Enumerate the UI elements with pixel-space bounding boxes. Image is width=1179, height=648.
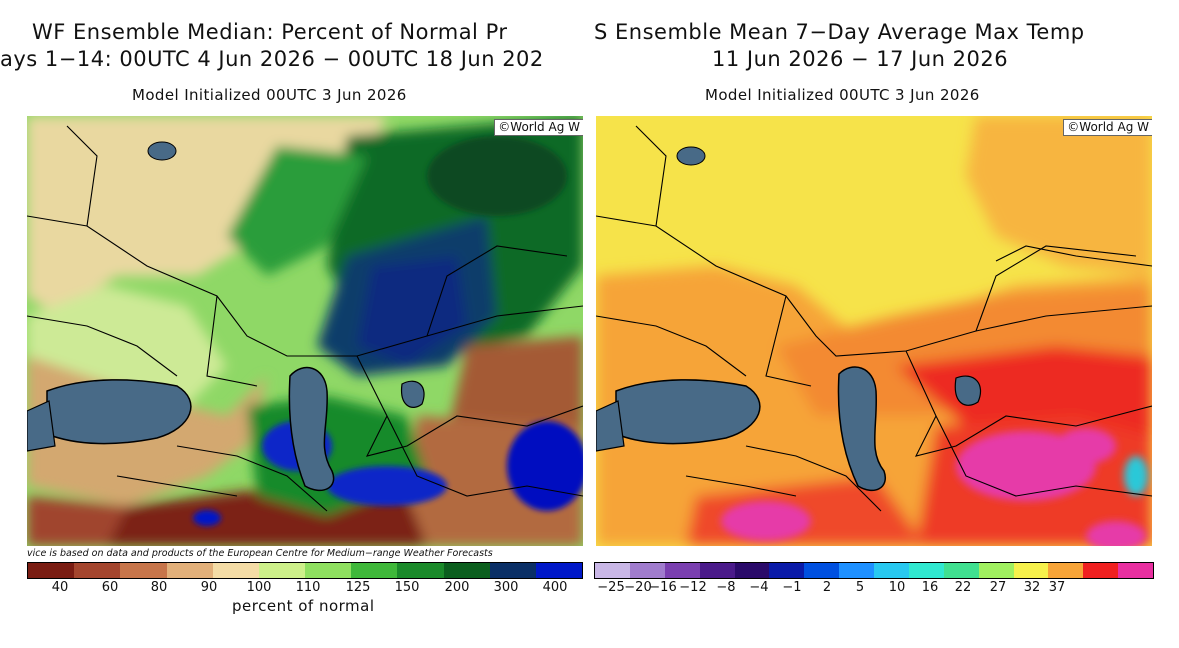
precip-color-swatch xyxy=(28,563,75,578)
precip-color-swatch xyxy=(443,563,490,578)
precip-tick-label: 100 xyxy=(246,580,272,595)
precip-color-swatch xyxy=(120,563,167,578)
temp-tick-label: 22 xyxy=(954,580,972,595)
precip-tick-label: 400 xyxy=(542,580,568,595)
precip-init-subtitle: Model Initialized 00UTC 3 Jun 2026 xyxy=(132,86,407,104)
temp-tick-label: −25 xyxy=(597,580,625,595)
temp-title-line2: 11 Jun 2026 − 17 Jun 2026 xyxy=(712,47,1009,71)
temp-tick-label: 16 xyxy=(921,580,939,595)
temp-tick-label: −4 xyxy=(749,580,769,595)
temp-init-subtitle: Model Initialized 00UTC 3 Jun 2026 xyxy=(705,86,980,104)
temp-color-swatch xyxy=(908,563,944,578)
temp-tick-label: 32 xyxy=(1023,580,1041,595)
temp-color-swatch xyxy=(1013,563,1049,578)
temp-tick-label: −16 xyxy=(649,580,677,595)
temp-tick-label: 27 xyxy=(989,580,1007,595)
temp-color-swatch xyxy=(1083,563,1119,578)
temp-color-swatch xyxy=(804,563,840,578)
temp-color-swatch xyxy=(874,563,909,578)
temp-tick-label: 37 xyxy=(1048,580,1066,595)
precip-colorbar xyxy=(27,562,583,579)
precip-color-swatch xyxy=(212,563,259,578)
temp-tick-label: 10 xyxy=(888,580,906,595)
temperature-panel: S Ensemble Mean 7−Day Average Max Temp 1… xyxy=(594,0,1179,648)
temp-color-swatch xyxy=(839,563,874,578)
temp-color-swatch xyxy=(699,563,735,578)
temp-tick-label: −8 xyxy=(716,580,736,595)
precip-color-swatch xyxy=(305,563,352,578)
temp-tick-label: −20 xyxy=(624,580,652,595)
temp-tick-label: 5 xyxy=(855,580,865,595)
temp-color-swatch xyxy=(1048,563,1084,578)
precip-tick-label: 60 xyxy=(101,580,119,595)
precip-title-line2: ays 1−14: 00UTC 4 Jun 2026 − 00UTC 18 Ju… xyxy=(0,47,544,71)
temperature-map-graphic xyxy=(596,116,1152,546)
temp-color-swatch xyxy=(978,563,1014,578)
precip-map-graphic xyxy=(27,116,583,546)
precip-colorbar-ticks: 40 60 80 90 100 110 125 150 200 300 400 xyxy=(27,580,583,596)
temp-map-credit: ©World Ag W xyxy=(1063,119,1152,136)
temp-color-swatch xyxy=(734,563,770,578)
precip-tick-label: 90 xyxy=(200,580,218,595)
precip-color-swatch xyxy=(397,563,444,578)
temp-colorbar xyxy=(594,562,1154,579)
temp-color-swatch xyxy=(595,563,630,578)
precip-tick-label: 150 xyxy=(394,580,420,595)
temperature-map: ©World Ag W xyxy=(596,116,1152,546)
precip-title-line1: WF Ensemble Median: Percent of Normal Pr xyxy=(32,20,508,44)
precip-tick-label: 200 xyxy=(444,580,470,595)
temp-color-swatch xyxy=(1118,563,1153,578)
precip-color-swatch xyxy=(258,563,306,578)
precip-unit-label: percent of normal xyxy=(232,597,375,615)
temp-tick-label: −12 xyxy=(679,580,707,595)
precip-color-swatch xyxy=(535,563,583,578)
temp-tick-label: −1 xyxy=(782,580,802,595)
precip-tick-label: 125 xyxy=(345,580,371,595)
temp-colorbar-ticks: −25 −20 −16 −12 −8 −4 −1 2 5 10 16 22 27 32 37 xyxy=(594,580,1179,596)
precip-color-swatch xyxy=(74,563,121,578)
temp-color-swatch xyxy=(943,563,979,578)
precip-map-credit: ©World Ag W xyxy=(494,119,583,136)
temp-color-swatch xyxy=(664,563,700,578)
temp-title-line1: S Ensemble Mean 7−Day Average Max Temp xyxy=(594,20,1085,44)
temp-tick-label: 2 xyxy=(822,580,832,595)
precip-disclaimer: vice is based on data and products of th… xyxy=(27,548,493,559)
precip-map: ©World Ag W xyxy=(27,116,583,546)
precip-color-swatch xyxy=(166,563,213,578)
precip-color-swatch xyxy=(351,563,398,578)
precip-tick-label: 110 xyxy=(295,580,321,595)
precip-tick-label: 80 xyxy=(150,580,168,595)
precip-tick-label: 40 xyxy=(51,580,69,595)
precip-tick-label: 300 xyxy=(493,580,519,595)
temp-color-swatch xyxy=(629,563,665,578)
precip-color-swatch xyxy=(489,563,536,578)
temp-color-swatch xyxy=(769,563,805,578)
precipitation-panel: WF Ensemble Median: Percent of Normal Pr… xyxy=(0,20,583,615)
